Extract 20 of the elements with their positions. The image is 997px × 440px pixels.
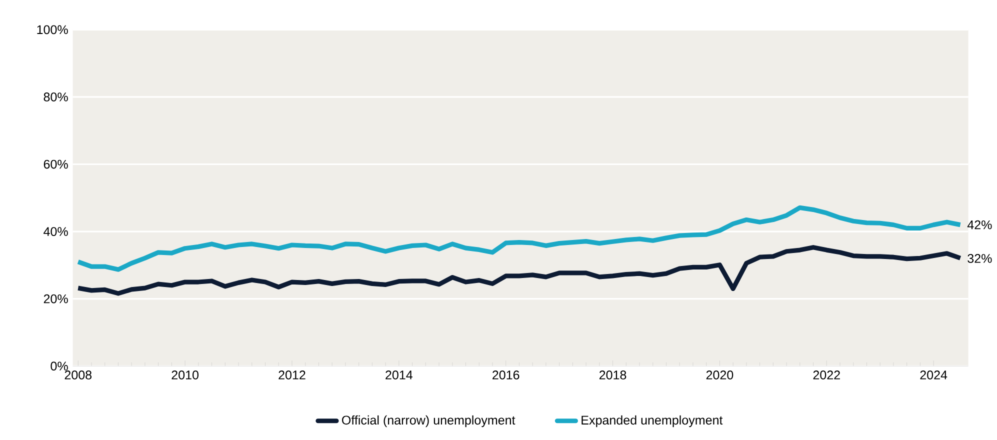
legend-label: Expanded unemployment xyxy=(582,415,723,427)
x-tick-label: 2022 xyxy=(813,370,840,380)
x-tick-label: 2014 xyxy=(386,370,412,380)
line-series xyxy=(76,205,963,272)
x-tick-label: 2024 xyxy=(920,370,948,380)
legend-label: Official (narrow) unemployment xyxy=(342,415,516,427)
y-tick-label: 20% xyxy=(44,294,68,304)
annotation: 32% xyxy=(968,254,992,263)
annotation: 42% xyxy=(967,220,992,230)
x-tick-label: 2018 xyxy=(599,370,626,380)
x-tick-label: 2020 xyxy=(706,370,734,380)
x-tick-label: 2010 xyxy=(172,370,199,380)
y-tick-label: 40% xyxy=(44,226,68,236)
x-tick-label: 2016 xyxy=(492,370,520,380)
y-tick-label: 100% xyxy=(37,25,68,34)
x-tick-label: 2012 xyxy=(278,370,306,380)
y-tick-label: 60% xyxy=(44,160,68,169)
y-tick-label: 80% xyxy=(44,92,68,102)
x-tick-label: 2008 xyxy=(64,370,92,380)
y-tick-label: 0% xyxy=(50,362,68,370)
